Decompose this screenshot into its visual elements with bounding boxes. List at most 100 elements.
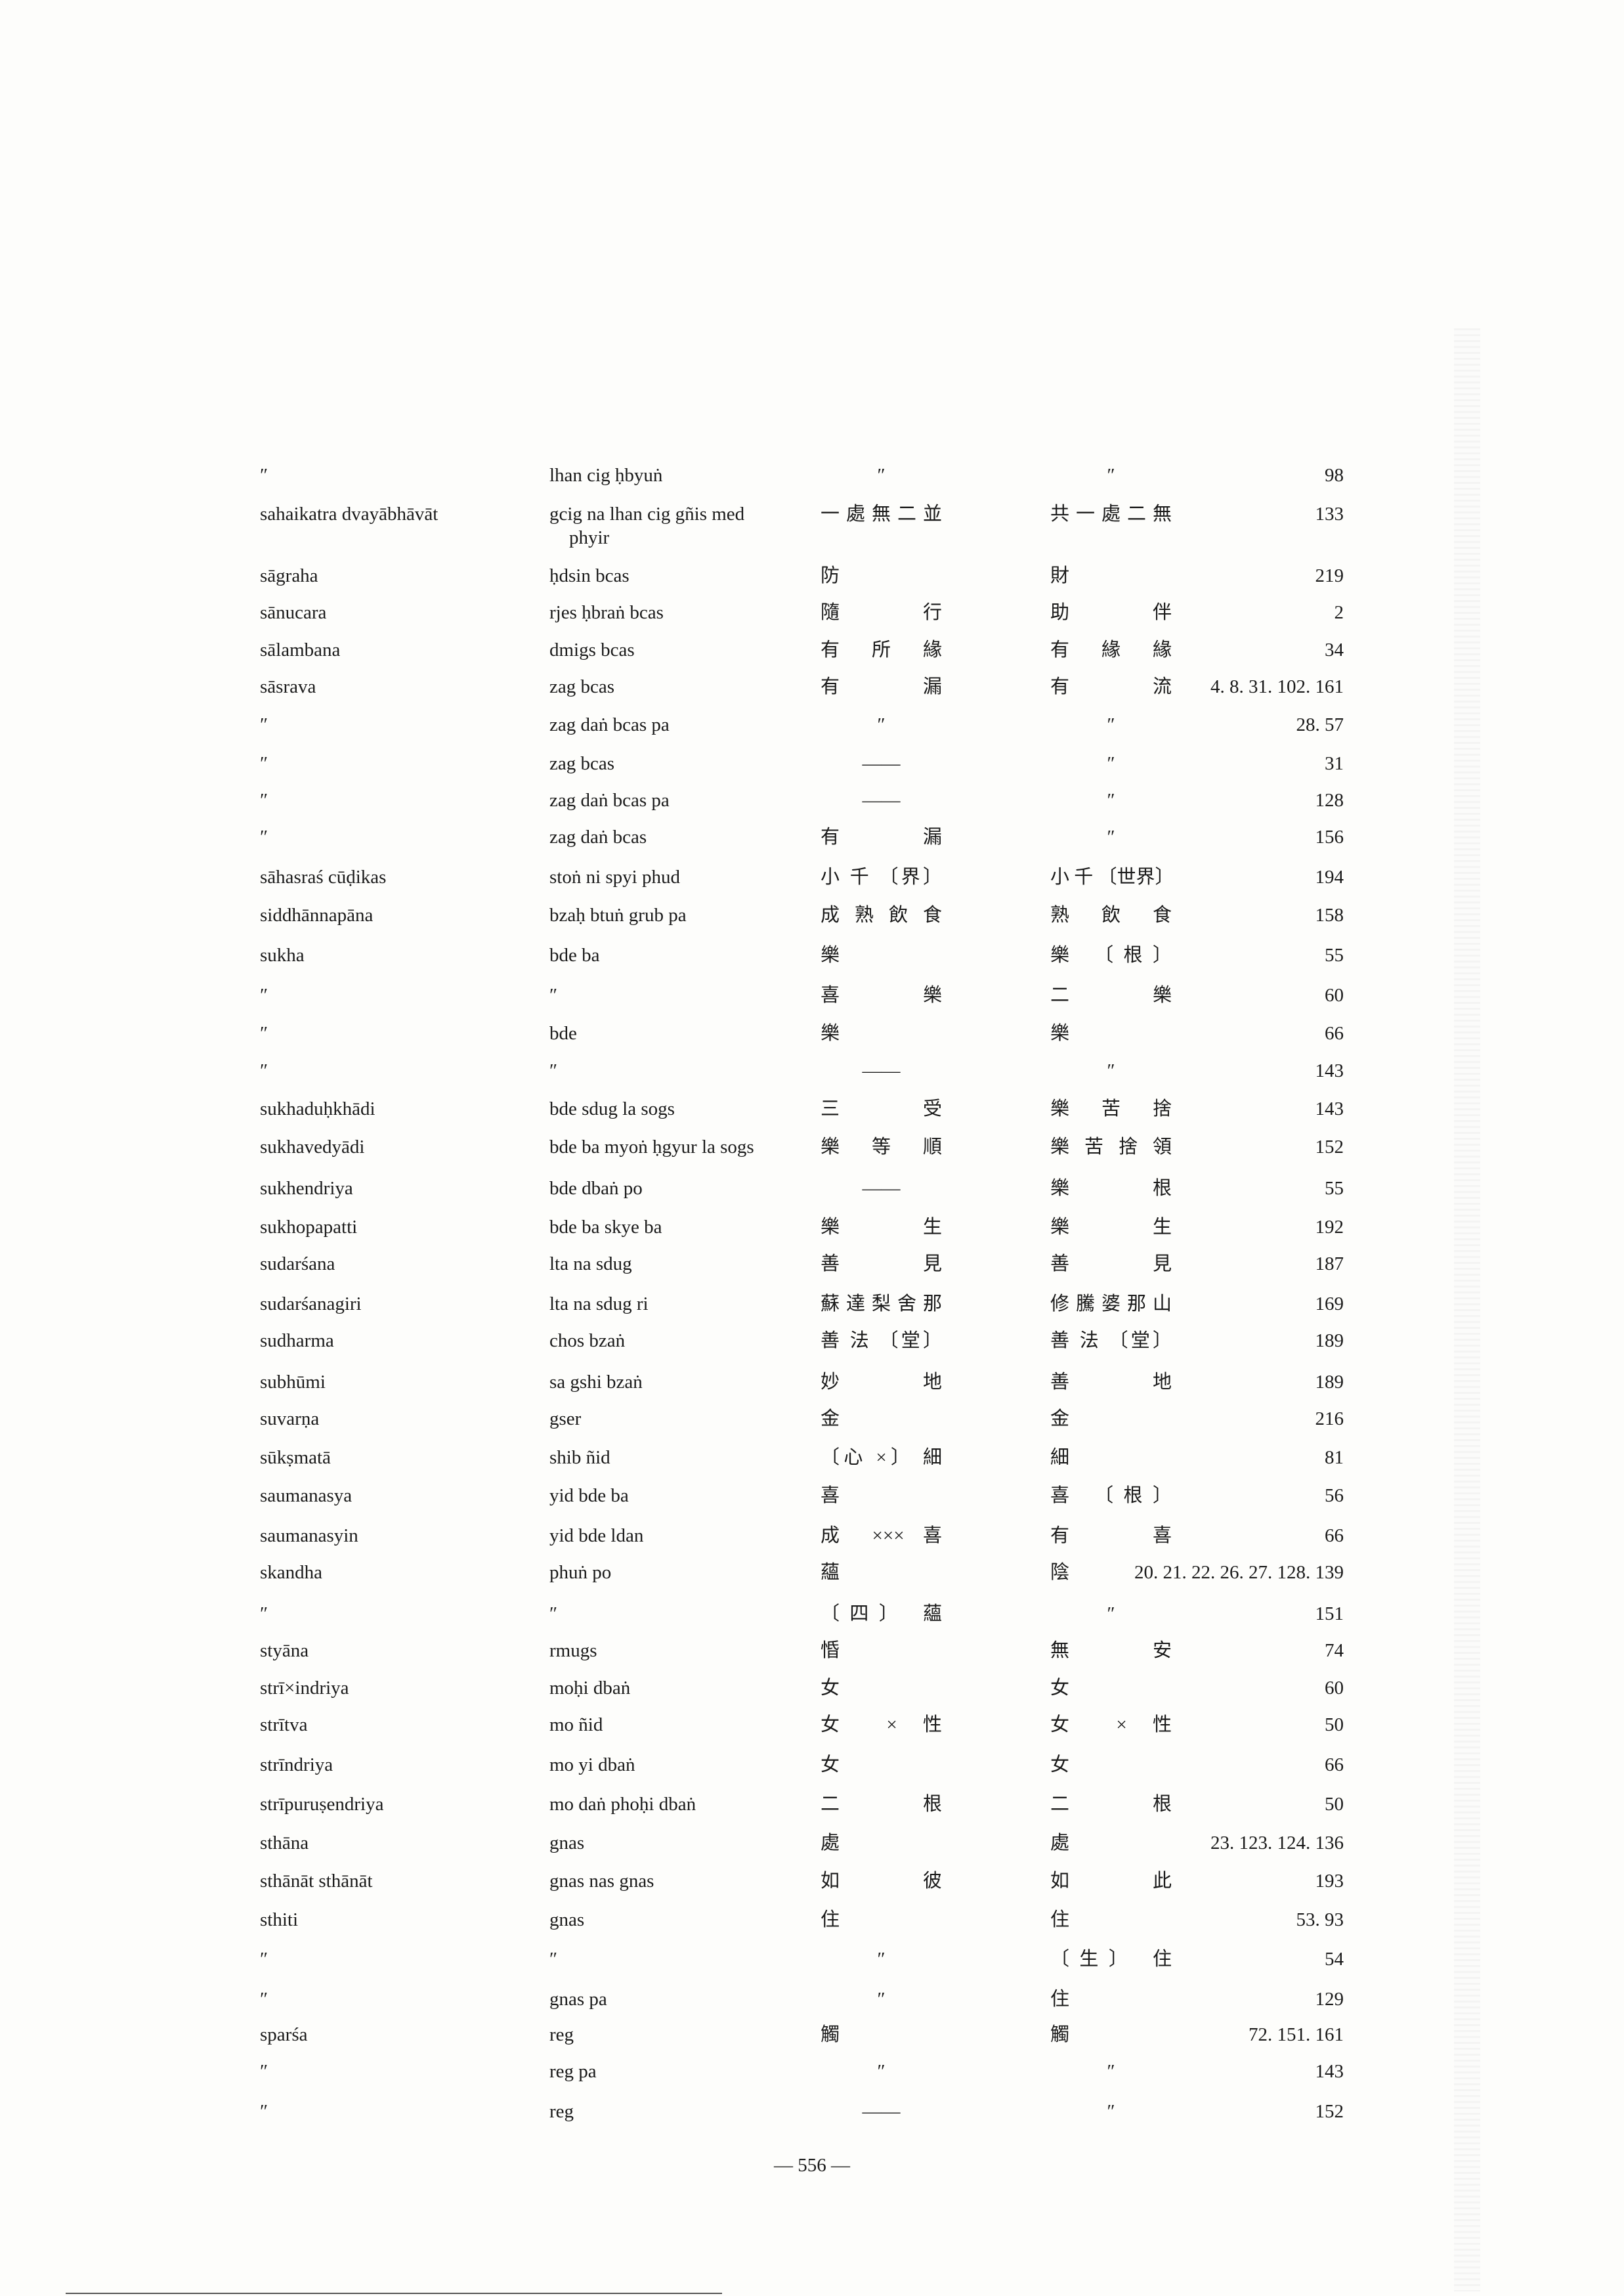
page-refs: 193 [1315,1871,1344,1892]
chinese-term-a: 蘊 [821,1562,840,1583]
page-refs: 133 [1315,504,1344,525]
tibetan-term: moḥi dbaṅ [549,1678,631,1699]
chinese-term-a: 處 [821,1832,840,1853]
table-row: ″ zag daṅ bcas pa ″ ″ 28. 57 [0,713,1624,739]
chinese-term-a: 樂 生 [821,1217,942,1238]
chinese-term-b: ″ [1107,753,1115,774]
sanskrit-term: sparśa [260,2024,308,2045]
tibetan-term: bde [549,1023,577,1044]
tibetan-term: gser [549,1408,582,1429]
table-row: ″ zag bcas —— ″ 31 [0,752,1624,778]
page-refs: 31 [1325,753,1344,774]
chinese-term-b: 樂 苦 捨 領 [1050,1137,1172,1158]
table-row: strīpuruṣendriya mo daṅ phoḥi dbaṅ 二 根 二 根 5… [0,1792,1624,1819]
page-refs: 20. 21. 22. 26. 27. 128. 139 [1134,1562,1344,1583]
page-refs: 55 [1325,1178,1344,1199]
page-refs: 54 [1325,1949,1344,1970]
tibetan-term: bde ba myoṅ ḥgyur la sogs [549,1137,754,1158]
table-row: sukhopapatti bde ba skye ba 樂 生 樂 生 192 [0,1215,1624,1242]
page-refs: 60 [1325,1678,1344,1699]
chinese-term-a: 三 受 [821,1098,942,1119]
chinese-term-a: 喜 [821,1485,840,1506]
table-row: sāgraha ḥdsin bcas 防 財 219 [0,564,1624,590]
chinese-term-b: 〔生〕 住 [1050,1949,1172,1970]
tibetan-term: ″ [549,1060,558,1081]
chinese-term-a: 善 見 [821,1253,942,1274]
page-refs: 74 [1325,1640,1344,1661]
page-refs: 4. 8. 31. 102. 161 [1210,676,1344,697]
chinese-term-b: ″ [1107,1060,1115,1081]
sanskrit-term: ″ [260,753,268,774]
sanskrit-term: ″ [260,1023,268,1044]
tibetan-term: zag bcas [549,753,615,774]
chinese-term-b: 助 伴 [1050,602,1172,623]
chinese-term-a: 防 [821,565,840,586]
tibetan-term: lta na sdug ri [549,1293,649,1314]
page-refs: 156 [1315,827,1344,848]
page-refs: 34 [1325,639,1344,661]
chinese-term-a: 善 法 〔堂〕 [821,1330,942,1351]
sanskrit-term: sthānāt sthānāt [260,1871,373,1892]
table-row: sudharma chos bzaṅ 善 法 〔堂〕 善 法 〔堂〕 189 [0,1329,1624,1355]
table-row: ″ ″ 喜 樂 二 樂 60 [0,984,1624,1010]
chinese-term-a: 一處無二並 [821,504,942,525]
chinese-term-b: 有 流 [1050,676,1172,697]
sanskrit-term: ″ [260,2061,268,2082]
table-row: strī×indriya moḥi dbaṅ 女 女 60 [0,1676,1624,1702]
tibetan-term: mo ñid [549,1714,603,1735]
tibetan-term: zag daṅ bcas pa [549,790,670,811]
sanskrit-term: sāsrava [260,676,316,697]
chinese-term-b: 善 地 [1050,1372,1172,1393]
sanskrit-term: strīpuruṣendriya [260,1794,384,1815]
tibetan-term: zag daṅ bcas pa [549,714,670,735]
chinese-term-b: ″ [1107,1603,1115,1624]
table-row: ″ zag daṅ bcas 有 漏 ″ 156 [0,825,1624,852]
chinese-term-a: 成 ××× 喜 [821,1525,942,1546]
page-refs: 72. 151. 161 [1249,2024,1344,2045]
table-row: saumanasyin yid bde ldan 成 ××× 喜 有 喜 66 [0,1524,1624,1550]
page-refs: 189 [1315,1330,1344,1351]
table-row: sahaikatra dvayābhāvāt gcig na lhan cig g… [0,502,1624,548]
chinese-term-a: 二 根 [821,1794,942,1815]
chinese-term-b: 女 [1050,1678,1070,1699]
sanskrit-term: ″ [260,1949,268,1970]
tibetan-term: bde ba [549,945,600,966]
page-refs: 192 [1315,1217,1344,1238]
chinese-term-a: 〔心 ×〕 細 [821,1447,942,1468]
sanskrit-term: sukhaduḥkhādi [260,1098,375,1119]
chinese-term-b: 二 樂 [1050,985,1172,1006]
tibetan-term: ″ [549,985,558,1006]
sanskrit-term: strītva [260,1714,308,1735]
table-row: ″ ″ 〔四〕 蘊 ″ 151 [0,1602,1624,1628]
page-refs: 28. 57 [1296,714,1344,735]
page-refs: 143 [1315,2061,1344,2082]
chinese-term-b: 金 [1050,1408,1070,1429]
sanskrit-term: strī×indriya [260,1678,349,1699]
page-refs: 128 [1315,790,1344,811]
page-refs: 66 [1325,1023,1344,1044]
page-number: — 556 — [774,2155,850,2176]
sanskrit-term: sudarśana [260,1253,335,1274]
page-refs: 50 [1325,1714,1344,1735]
page-refs: 158 [1315,905,1344,926]
page-refs: 152 [1315,2101,1344,2122]
tibetan-term: lta na sdug [549,1253,632,1274]
chinese-term-b: 住 [1050,1989,1070,2010]
chinese-term-b: 小 千 〔世界〕 [1050,867,1174,888]
tibetan-term: reg [549,2024,574,2045]
chinese-term-b: 觸 [1050,2024,1070,2045]
tibetan-term: gcig na lhan cig gñis med phyir [549,504,745,548]
page-refs: 56 [1325,1485,1344,1506]
page-refs: 129 [1315,1989,1344,2010]
chinese-term-b: ″ [1107,465,1115,486]
chinese-term-a: 有 所 緣 [821,639,942,661]
table-row: sthiti gnas 住 住 53. 93 [0,1908,1624,1934]
tibetan-term: zag bcas [549,676,615,697]
chinese-term-b: 細 [1050,1447,1070,1468]
chinese-term-b: 無 安 [1050,1640,1172,1661]
page-refs: 50 [1325,1794,1344,1815]
sanskrit-term: ″ [260,714,268,735]
tibetan-term: bde dbaṅ po [549,1178,643,1199]
chinese-term-a: 惛 [821,1640,840,1661]
tibetan-term: sa gshi bzaṅ [549,1372,643,1393]
